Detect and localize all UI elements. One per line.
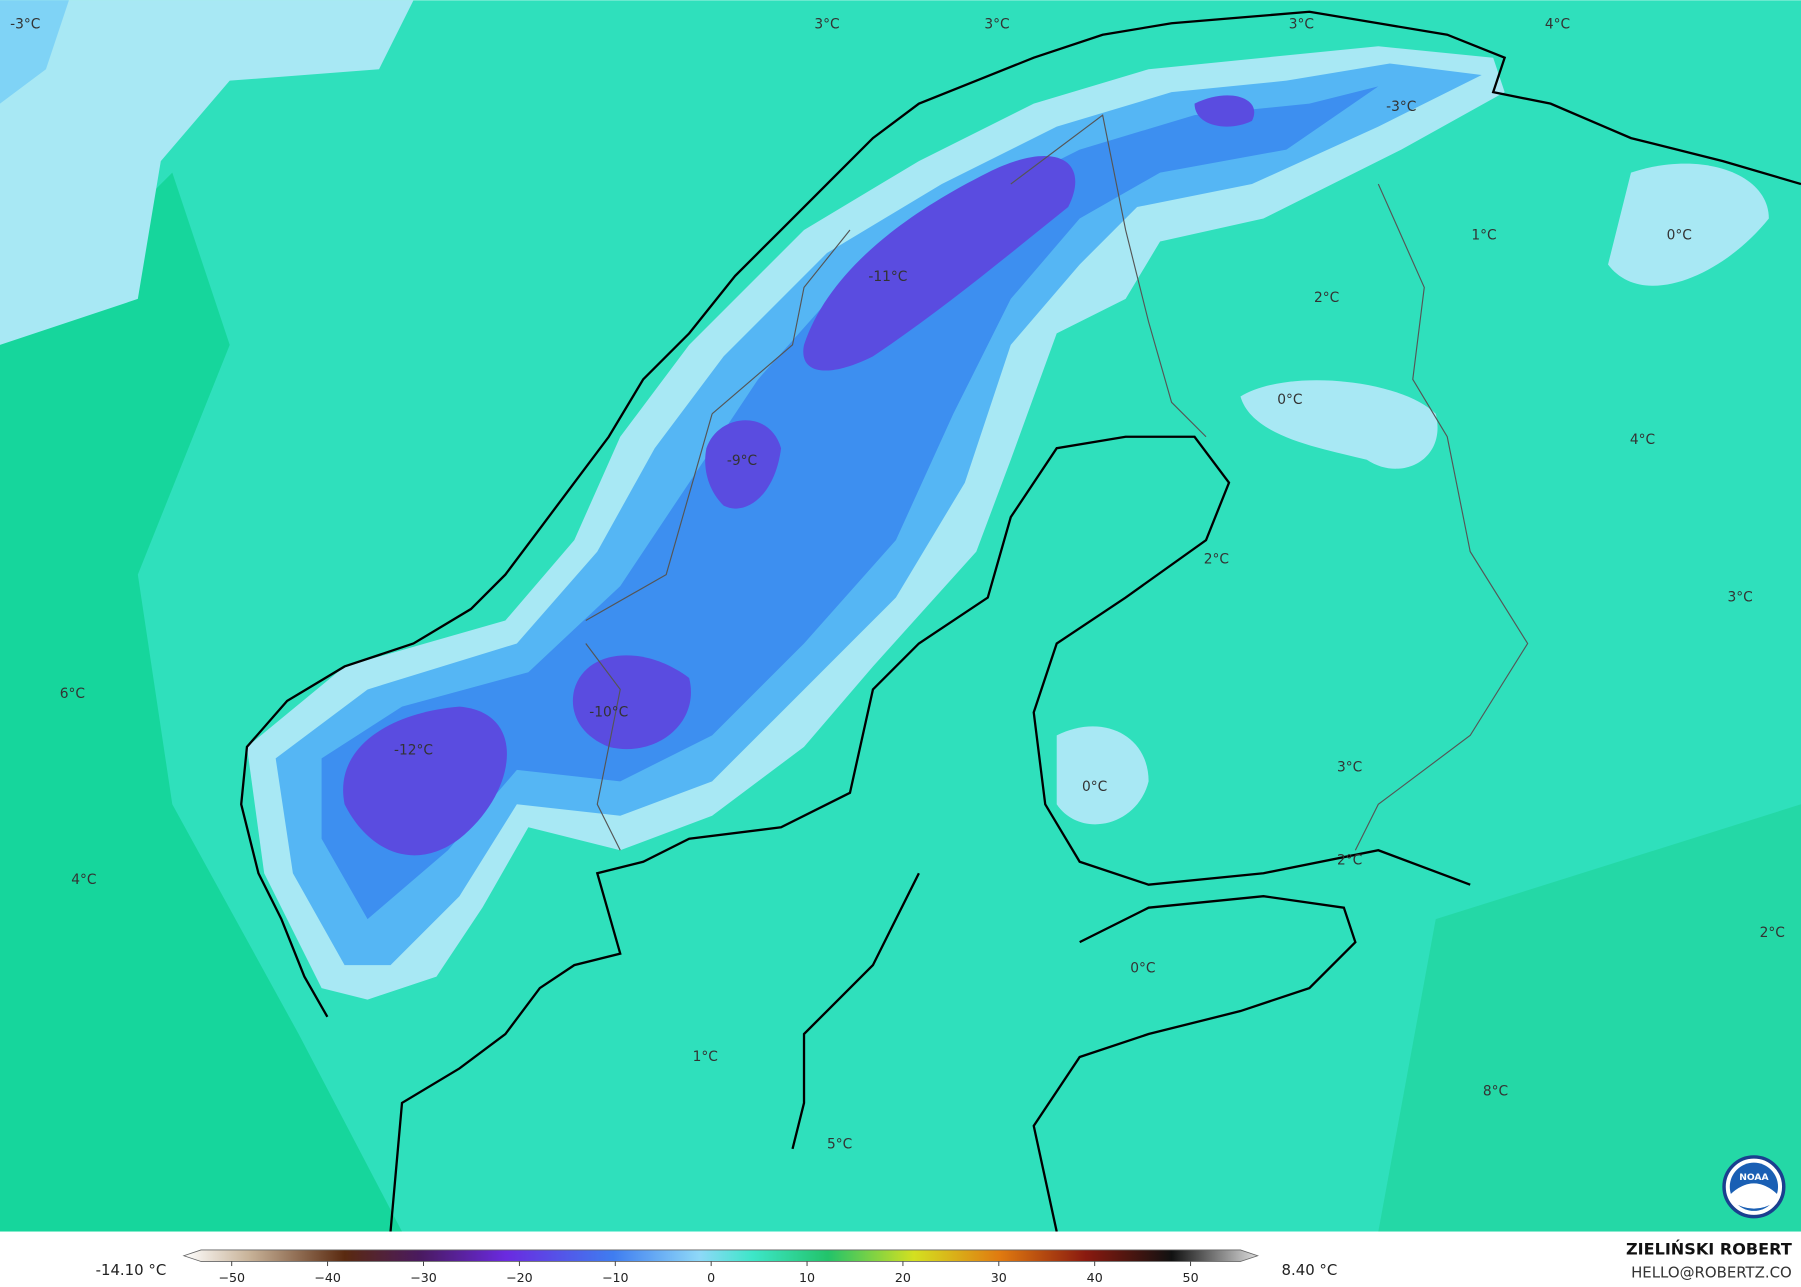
temperature-label: -11°C [868, 269, 907, 285]
colorbar-tick-label: 10 [799, 1270, 815, 1285]
contact: HELLO@ROBERTZ.CO [1631, 1264, 1792, 1282]
temperature-label: 3°C [1289, 16, 1314, 32]
temperature-label: 2°C [1204, 552, 1229, 568]
colorbar-tick-label: −20 [506, 1270, 533, 1285]
temperature-label: 6°C [60, 686, 85, 702]
temperature-labels: -3°C 3°C 3°C 3°C 4°C -3°C 1°C 0°C -11°C 2°C 0°C 4°C… [10, 16, 1785, 1152]
colorbar-tick-label: −30 [410, 1270, 437, 1285]
temperature-label: -3°C [10, 16, 40, 32]
colorbar-tick-label: 40 [1087, 1270, 1103, 1285]
colorbar: −50 −40 −30 −20 −10 0 10 20 30 40 50 [182, 1249, 1259, 1285]
temperature-label: -9°C [727, 453, 757, 469]
temperature-label: 0°C [1667, 228, 1692, 244]
temperature-label: 2°C [1760, 925, 1785, 941]
temperature-label: 0°C [1277, 392, 1302, 408]
temperature-label: 0°C [1130, 961, 1155, 977]
temperature-label: 1°C [693, 1049, 718, 1065]
logo-text: NOAA [1739, 1172, 1769, 1183]
temperature-label: 2°C [1314, 290, 1339, 306]
temperature-label: -3°C [1386, 99, 1416, 115]
colorbar-tick-label: −50 [218, 1270, 245, 1285]
author: ZIELIŃSKI ROBERT [1626, 1240, 1792, 1259]
coastline [240, 10, 1801, 1232]
temperature-label: 1°C [1471, 228, 1496, 244]
colorbar-tick-label: 30 [991, 1270, 1007, 1285]
temperature-label: -10°C [589, 704, 628, 720]
temperature-label: 8°C [1483, 1083, 1508, 1099]
borders [585, 114, 1529, 851]
temperature-label: 4°C [1630, 432, 1655, 448]
temperature-label: 3°C [814, 16, 839, 32]
temperature-label: 4°C [71, 872, 96, 888]
temperature-label: 2°C [1337, 853, 1362, 869]
colorbar-tick-label: 20 [895, 1270, 911, 1285]
colorbar-scale [182, 1249, 1259, 1262]
map-area [0, 0, 1801, 1232]
colorbar-tick-label: 50 [1183, 1270, 1199, 1285]
temperature-label: 5°C [827, 1136, 852, 1152]
temperature-label: 3°C [1337, 760, 1362, 776]
colorbar-tick-label: −40 [314, 1270, 341, 1285]
logo: NOAA [1722, 1155, 1786, 1219]
temperature-label: 0°C [1082, 779, 1107, 795]
min-label: -14.10 °C [96, 1261, 167, 1279]
colorbar-tick-label: −10 [602, 1270, 629, 1285]
temperature-label: -12°C [394, 742, 433, 758]
colorbar-tick-label: 0 [707, 1270, 715, 1285]
temperature-label: 3°C [1727, 590, 1752, 606]
temperature-label: 4°C [1545, 16, 1570, 32]
max-label: 8.40 °C [1281, 1261, 1337, 1279]
temperature-label: 3°C [984, 16, 1009, 32]
